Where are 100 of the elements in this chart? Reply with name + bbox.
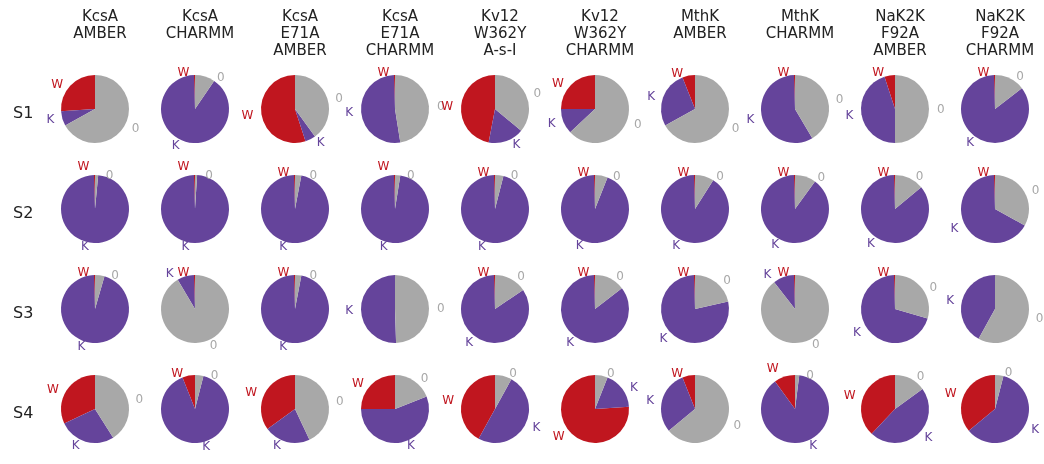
slice-label: 0 [335, 90, 343, 105]
slice-label: 0 [209, 337, 218, 352]
slice-label: W [477, 165, 490, 179]
slice-label: W [277, 265, 290, 279]
slice-label: 0 [1016, 68, 1024, 83]
slice-label: W [677, 165, 690, 179]
slice-label: W [177, 265, 190, 279]
slice-label: 0 [937, 102, 945, 116]
slice-label: K [746, 112, 756, 127]
chart-title: KcsA AMBER [73, 6, 127, 42]
slice-label: K [316, 134, 326, 149]
slice-label: W [241, 107, 254, 122]
slice-label: 0 [210, 368, 219, 383]
slice-label: 0 [1031, 183, 1040, 198]
slice-label: K [71, 437, 81, 452]
slice-label: K [202, 438, 212, 453]
slice-label: W [171, 365, 184, 380]
slice-label: W [671, 365, 684, 380]
slice-label: W [944, 386, 957, 401]
slice-label: K [345, 302, 355, 317]
slice-label: K [659, 331, 669, 346]
slice-label: W [351, 375, 364, 390]
chart-title: Kv12 W362Y CHARMM [565, 6, 635, 59]
slice-label: W [577, 265, 590, 279]
text: S3 [13, 302, 34, 322]
chart-title: MthK AMBER [673, 6, 727, 42]
slice-label: 0 [309, 268, 318, 283]
slice-label: 0 [633, 116, 642, 131]
slice-label: W [577, 165, 590, 179]
slice-label: K [406, 438, 416, 453]
slice-label: W [277, 165, 290, 179]
slice-label: W [245, 385, 258, 400]
slice-label: 0 [929, 279, 938, 294]
slice-label: K [950, 221, 960, 236]
slice-label: W [777, 165, 790, 179]
chart-title: NaK2K F92A CHARMM [965, 6, 1035, 59]
slice-label: 0 [817, 169, 826, 184]
chart-title: KcsA E71A AMBER [273, 6, 327, 59]
slice-label: K [547, 115, 557, 130]
slice-label: 0 [135, 391, 144, 406]
slice-label: 0 [1004, 365, 1013, 380]
slice-label: W [377, 159, 390, 173]
slice-label: W [51, 76, 64, 91]
slice-label: K [771, 237, 781, 252]
slice-label: K [809, 437, 819, 452]
slice-label: 0 [131, 120, 140, 135]
text: S2 [13, 202, 34, 222]
slice-label: W [177, 159, 190, 173]
slice-label: W [442, 392, 455, 407]
slice-label: 0 [806, 368, 814, 383]
slice-label: W [477, 265, 490, 279]
slice-label: K [345, 105, 355, 120]
slice-label: K [532, 419, 542, 434]
slice-label: W [777, 65, 790, 79]
slice-label: K [946, 292, 956, 307]
slice-label: K [866, 235, 876, 250]
slice-label: K [279, 238, 289, 253]
slice-label: K [852, 324, 862, 339]
slice-label: W [377, 65, 390, 79]
slice-label: 0 [616, 268, 624, 283]
slice-label: K [1031, 421, 1041, 436]
slice-label: 0 [733, 417, 742, 432]
chart-title: KcsA CHARMM [165, 6, 235, 42]
slice-label: K [672, 237, 682, 252]
slice-label: K [478, 238, 488, 253]
slice-label: W [843, 388, 856, 403]
slice-label: W [551, 75, 564, 90]
slice-label: 0 [437, 301, 445, 316]
chart-title: KcsA E71A CHARMM [365, 6, 435, 59]
slice-label: 0 [510, 168, 519, 183]
slice-label: K [272, 437, 282, 452]
slice-label: W [77, 159, 90, 173]
slice-label: K [566, 335, 576, 350]
slice-label: W [977, 65, 990, 79]
slice-label: K [77, 338, 87, 353]
slice-label: K [647, 89, 657, 104]
slice-label: W [677, 265, 690, 279]
slice-label: 0 [915, 168, 924, 183]
slice-label: 0 [731, 120, 740, 135]
slice-label: 0 [336, 393, 344, 408]
slice-label: K [279, 338, 289, 353]
slice-label: W [552, 428, 565, 443]
slice-label: K [46, 112, 56, 127]
slice-label: W [877, 265, 890, 279]
slice-label: 0 [420, 371, 429, 386]
slice-label: 0 [916, 369, 925, 384]
text: S1 [13, 102, 34, 122]
slice-label: 0 [533, 86, 542, 101]
slice-label: W [77, 265, 90, 279]
slice-label: 0 [216, 69, 225, 84]
slice-label: K [165, 266, 175, 281]
slice-label: K [80, 238, 90, 253]
slice-label: W [777, 265, 790, 279]
slice-label: 0 [835, 92, 844, 107]
chart-title: MthK CHARMM [765, 6, 835, 42]
slice-label: W [877, 165, 890, 179]
text: S4 [13, 402, 34, 422]
slice-label: K [465, 334, 475, 349]
chart-title: Kv12 W362Y A-s-I [473, 6, 528, 59]
slice-label: K [966, 135, 976, 150]
